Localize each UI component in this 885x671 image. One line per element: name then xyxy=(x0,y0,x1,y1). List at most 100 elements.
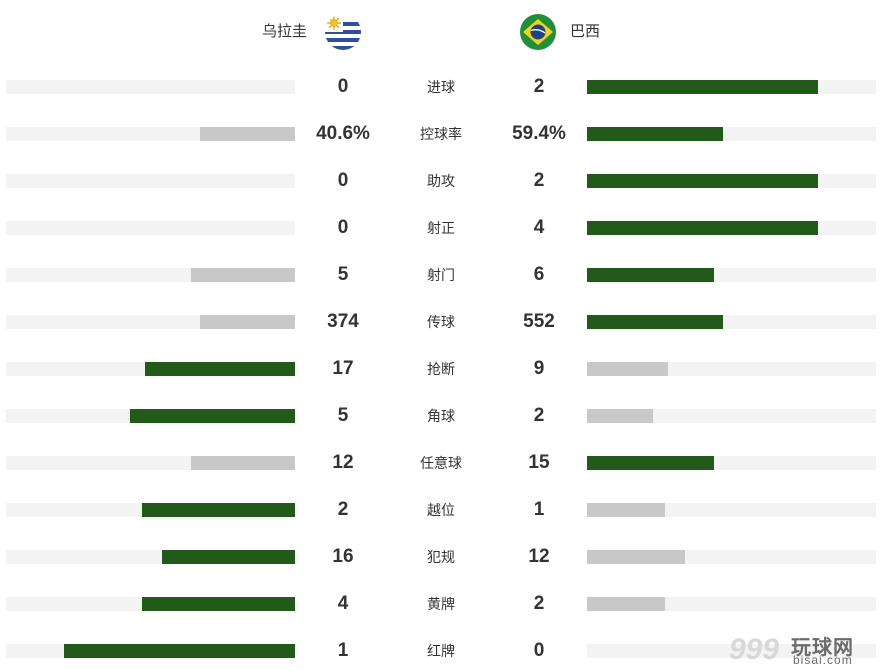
away-bar-track xyxy=(587,456,876,470)
watermark-digits: 999 xyxy=(729,633,780,666)
home-bar xyxy=(130,409,295,423)
away-stat-value: 2 xyxy=(533,593,545,614)
away-team-name: 巴西 xyxy=(570,23,601,40)
away-bar xyxy=(587,362,668,376)
stat-label: 越位 xyxy=(427,502,455,518)
home-bar-track xyxy=(6,456,295,470)
away-bar xyxy=(587,550,685,564)
away-bar-track xyxy=(587,174,876,188)
away-stat-value: 4 xyxy=(533,217,545,238)
home-stat-value: 5 xyxy=(337,264,349,285)
stat-label: 抢断 xyxy=(427,361,455,377)
away-bar-track xyxy=(587,80,876,94)
away-bar-track xyxy=(587,409,876,423)
watermark-brand: 玩球网 xyxy=(791,637,854,659)
away-bar xyxy=(587,127,723,141)
team-header: 乌拉圭 巴西 xyxy=(0,0,885,62)
away-bar-track xyxy=(587,503,876,517)
home-bar-track xyxy=(6,174,295,188)
home-bar xyxy=(200,127,295,141)
home-bar xyxy=(200,315,295,329)
home-stat-value: 2 xyxy=(337,499,349,520)
stat-row: 0 助攻 2 xyxy=(0,94,885,191)
away-stat-value: 1 xyxy=(533,499,545,520)
away-stat-value: 6 xyxy=(533,264,545,285)
stat-row: 0 进球 2 xyxy=(0,0,885,97)
home-stat-value: 0 xyxy=(337,217,349,238)
home-bar-track xyxy=(6,409,295,423)
home-stat-value: 1 xyxy=(337,640,349,661)
stat-label: 助攻 xyxy=(427,173,455,189)
home-bar xyxy=(142,597,295,611)
home-bar xyxy=(191,268,295,282)
stat-row: 0 射正 4 xyxy=(0,141,885,238)
away-bar xyxy=(587,174,818,188)
home-stat-value: 0 xyxy=(337,170,349,191)
home-stat-value: 374 xyxy=(327,311,359,332)
home-stat-value: 17 xyxy=(332,358,354,379)
away-bar-track xyxy=(587,315,876,329)
uruguay-flag-icon xyxy=(325,14,361,50)
away-bar xyxy=(587,409,653,423)
stat-row: 17 抢断 9 xyxy=(0,282,885,379)
home-stat-value: 12 xyxy=(332,452,354,473)
away-bar xyxy=(587,315,723,329)
away-stat-value: 2 xyxy=(533,76,545,97)
away-bar xyxy=(587,456,714,470)
away-stat-value: 2 xyxy=(533,170,545,191)
away-bar-track xyxy=(587,550,876,564)
away-bar-track xyxy=(587,268,876,282)
away-stat-value: 9 xyxy=(533,358,545,379)
away-stat-value: 552 xyxy=(523,311,555,332)
stat-row: 40.6% 控球率 59.4% xyxy=(0,47,885,144)
home-bar-track xyxy=(6,268,295,282)
home-bar-track xyxy=(6,221,295,235)
stat-label: 射正 xyxy=(427,220,455,236)
away-bar xyxy=(587,221,818,235)
away-bar-track xyxy=(587,597,876,611)
home-bar xyxy=(64,644,295,658)
stat-label: 任意球 xyxy=(420,455,462,471)
away-stat-value: 15 xyxy=(528,452,550,473)
stat-label: 犯规 xyxy=(427,549,455,565)
away-bar-track xyxy=(587,644,876,658)
stat-row: 374 传球 552 xyxy=(0,235,885,332)
home-bar-track xyxy=(6,597,295,611)
away-bar-track xyxy=(587,362,876,376)
home-bar xyxy=(162,550,295,564)
away-stat-value: 12 xyxy=(528,546,550,567)
home-bar-track xyxy=(6,315,295,329)
stat-label: 进球 xyxy=(427,79,455,95)
away-bar xyxy=(587,80,818,94)
stat-row: 4 黄牌 2 xyxy=(0,517,885,614)
away-stat-value: 2 xyxy=(533,405,545,426)
away-bar-track xyxy=(587,127,876,141)
home-stat-value: 0 xyxy=(337,76,349,97)
home-bar xyxy=(145,362,295,376)
stat-label: 传球 xyxy=(427,314,455,330)
home-bar-track xyxy=(6,644,295,658)
home-stat-value: 16 xyxy=(332,546,354,567)
stat-label: 黄牌 xyxy=(427,596,455,612)
stat-row: 16 犯规 12 xyxy=(0,470,885,567)
home-stat-value: 5 xyxy=(337,405,349,426)
stat-row: 12 任意球 15 xyxy=(0,376,885,473)
stat-label: 控球率 xyxy=(420,126,462,142)
away-bar xyxy=(587,597,665,611)
stat-row: 5 射门 6 xyxy=(0,188,885,285)
home-bar-track xyxy=(6,503,295,517)
stat-row: 1 红牌 0 xyxy=(0,564,885,661)
home-bar-track xyxy=(6,80,295,94)
home-stat-value: 4 xyxy=(337,593,349,614)
away-bar-track xyxy=(587,221,876,235)
stat-row: 2 越位 1 xyxy=(0,423,885,520)
stat-label: 红牌 xyxy=(427,643,455,659)
watermark-domain: bisai.com xyxy=(793,653,853,667)
home-bar xyxy=(191,456,295,470)
stat-row: 5 角球 2 xyxy=(0,329,885,426)
home-team-name: 乌拉圭 xyxy=(262,23,308,40)
away-stat-value: 59.4% xyxy=(512,123,566,144)
home-stat-value: 40.6% xyxy=(316,123,370,144)
stat-label: 射门 xyxy=(427,267,455,283)
home-bar-track xyxy=(6,362,295,376)
